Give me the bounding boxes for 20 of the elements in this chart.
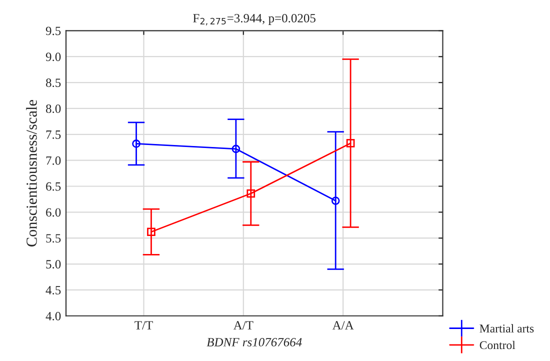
y-tick-label: 4.5 (46, 286, 61, 294)
y-tick-label: 8.0 (46, 104, 61, 113)
y-tick-label: 7.5 (46, 130, 61, 139)
chart-title: F$_{2,275}$=3.944, p=0.0205 (193, 14, 316, 26)
y-tick-label: 4.0 (46, 312, 61, 320)
y-tick-label: 7.0 (46, 156, 61, 165)
y-axis-title: Conscientiousness/scale (26, 100, 37, 246)
x-axis-title: BDNF rs10767664 (206, 338, 302, 346)
y-tick-label: 6.5 (46, 182, 61, 191)
y-tick-label: 5.5 (46, 234, 61, 243)
legend-label: Control (480, 340, 516, 350)
x-tick-label: A/T (233, 321, 254, 330)
y-tick-label: 9.0 (46, 52, 61, 62)
y-tick-label: 5.0 (46, 260, 61, 269)
x-tick-label: T/T (134, 321, 153, 330)
legend-label: Martial arts (480, 324, 534, 332)
y-tick-label: 8.5 (46, 78, 61, 88)
x-tick-label: A/A (332, 321, 354, 330)
y-tick-label: 9.5 (46, 26, 61, 36)
y-tick-label: 6.0 (46, 208, 61, 217)
